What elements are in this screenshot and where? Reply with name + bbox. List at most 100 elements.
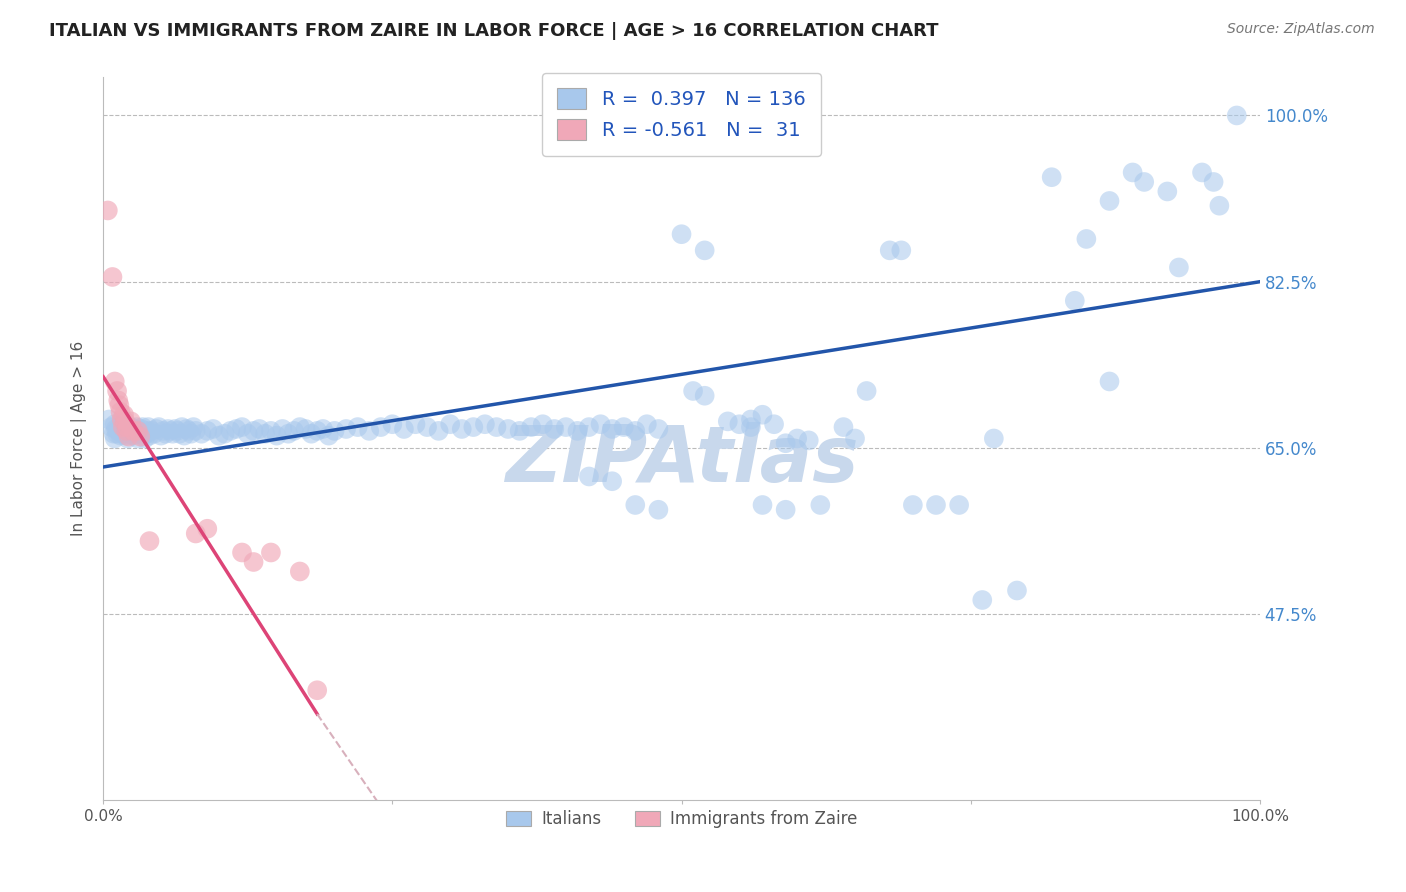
Point	[808, 498, 831, 512]
Point	[855, 384, 877, 398]
Point	[763, 417, 786, 432]
Point	[155, 426, 177, 441]
Point	[105, 384, 128, 398]
Point	[671, 227, 693, 242]
Point	[323, 424, 346, 438]
Point	[405, 417, 427, 432]
Point	[127, 432, 149, 446]
Point	[439, 417, 461, 432]
Point	[150, 428, 173, 442]
Point	[208, 428, 231, 442]
Point	[138, 428, 160, 442]
Y-axis label: In Labor Force | Age > 16: In Labor Force | Age > 16	[72, 341, 87, 536]
Point	[1191, 165, 1213, 179]
Point	[682, 384, 704, 398]
Point	[156, 422, 179, 436]
Point	[169, 426, 191, 441]
Point	[108, 420, 131, 434]
Point	[751, 408, 773, 422]
Point	[647, 422, 669, 436]
Point	[236, 426, 259, 441]
Point	[1167, 260, 1189, 275]
Point	[392, 422, 415, 436]
Point	[120, 420, 142, 434]
Point	[131, 422, 153, 436]
Point	[717, 414, 740, 428]
Point	[183, 420, 205, 434]
Point	[143, 426, 166, 441]
Point	[496, 422, 519, 436]
Point	[1098, 194, 1121, 208]
Point	[129, 429, 152, 443]
Point	[195, 522, 218, 536]
Point	[543, 422, 565, 436]
Point	[1098, 375, 1121, 389]
Point	[131, 420, 153, 434]
Point	[613, 420, 636, 434]
Point	[231, 545, 253, 559]
Point	[173, 428, 195, 442]
Point	[136, 424, 159, 438]
Point	[114, 414, 136, 428]
Point	[107, 393, 129, 408]
Text: ZIPAtlas: ZIPAtlas	[505, 422, 858, 498]
Point	[190, 426, 212, 441]
Point	[578, 469, 600, 483]
Point	[111, 412, 134, 426]
Point	[578, 420, 600, 434]
Point	[294, 422, 316, 436]
Point	[740, 420, 762, 434]
Point	[901, 498, 924, 512]
Point	[184, 526, 207, 541]
Point	[112, 408, 135, 422]
Point	[1076, 232, 1098, 246]
Point	[624, 424, 647, 438]
Point	[163, 422, 186, 436]
Point	[184, 424, 207, 438]
Point	[567, 424, 589, 438]
Point	[159, 424, 181, 438]
Point	[693, 244, 716, 258]
Point	[134, 432, 156, 446]
Point	[135, 426, 157, 441]
Point	[128, 424, 150, 438]
Point	[925, 498, 948, 512]
Point	[312, 422, 335, 436]
Point	[121, 424, 143, 438]
Point	[775, 436, 797, 450]
Point	[416, 420, 439, 434]
Point	[138, 534, 160, 549]
Point	[266, 428, 288, 442]
Point	[219, 424, 242, 438]
Point	[972, 593, 994, 607]
Point	[983, 432, 1005, 446]
Point	[110, 428, 132, 442]
Point	[485, 420, 508, 434]
Text: Source: ZipAtlas.com: Source: ZipAtlas.com	[1227, 22, 1375, 37]
Point	[141, 424, 163, 438]
Point	[180, 426, 202, 441]
Point	[751, 498, 773, 512]
Point	[890, 244, 912, 258]
Point	[1208, 199, 1230, 213]
Point	[120, 414, 142, 428]
Point	[948, 498, 970, 512]
Point	[177, 424, 200, 438]
Point	[370, 420, 392, 434]
Point	[786, 432, 808, 446]
Point	[589, 417, 612, 432]
Point	[100, 420, 122, 434]
Point	[136, 420, 159, 434]
Point	[450, 422, 472, 436]
Point	[111, 426, 134, 441]
Point	[346, 420, 368, 434]
Point	[242, 424, 264, 438]
Point	[242, 555, 264, 569]
Point	[299, 426, 322, 441]
Point	[335, 422, 357, 436]
Point	[124, 426, 146, 441]
Point	[225, 422, 247, 436]
Point	[474, 417, 496, 432]
Point	[307, 683, 329, 698]
Point	[636, 417, 658, 432]
